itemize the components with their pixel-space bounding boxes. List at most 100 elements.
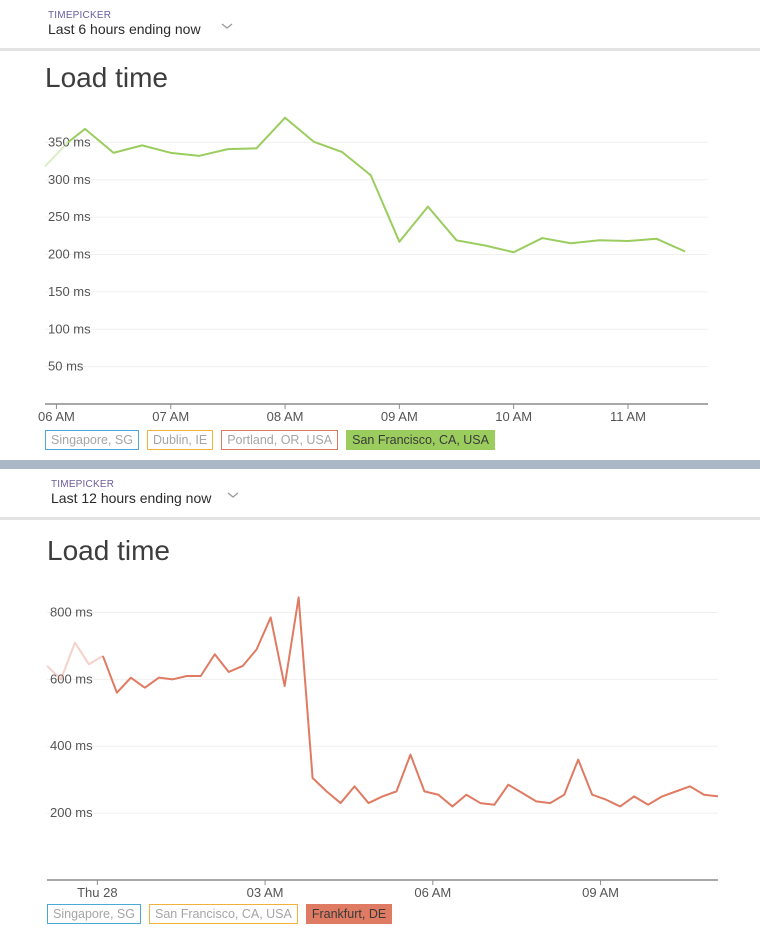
data-point[interactable] — [142, 685, 148, 691]
data-point[interactable] — [393, 788, 399, 794]
load-time-panel-12h: TIMEPICKER Last 12 hours ending now Load… — [0, 469, 760, 932]
data-point[interactable] — [282, 683, 288, 689]
data-point[interactable] — [111, 150, 117, 156]
data-point[interactable] — [65, 139, 71, 145]
data-point[interactable] — [533, 798, 539, 804]
data-point[interactable] — [435, 792, 441, 798]
data-point[interactable] — [425, 204, 431, 210]
data-point[interactable] — [715, 793, 721, 799]
data-point[interactable] — [226, 669, 232, 675]
data-point[interactable] — [72, 640, 78, 646]
data-point[interactable] — [58, 676, 64, 682]
data-point[interactable] — [463, 792, 469, 798]
data-point[interactable] — [86, 661, 92, 667]
y-tick-label: 250 ms — [48, 209, 91, 224]
data-point[interactable] — [568, 240, 574, 246]
data-point[interactable] — [561, 792, 567, 798]
data-point[interactable] — [539, 235, 545, 241]
data-point[interactable] — [100, 653, 106, 659]
data-point[interactable] — [225, 146, 231, 152]
data-point[interactable] — [184, 673, 190, 679]
data-point[interactable] — [128, 675, 134, 681]
data-point[interactable] — [310, 775, 316, 781]
data-point[interactable] — [324, 788, 330, 794]
data-point[interactable] — [511, 249, 517, 255]
x-tick-label: 06 AM — [414, 885, 451, 900]
data-point[interactable] — [366, 800, 372, 806]
data-point[interactable] — [338, 800, 344, 806]
data-point[interactable] — [254, 646, 260, 652]
timepicker[interactable]: TIMEPICKER Last 6 hours ending now — [0, 0, 760, 51]
y-tick-label: 300 ms — [48, 172, 91, 187]
data-point[interactable] — [296, 594, 302, 600]
data-point[interactable] — [482, 243, 488, 249]
data-point[interactable] — [407, 752, 413, 758]
data-point[interactable] — [449, 803, 455, 809]
data-point[interactable] — [198, 673, 204, 679]
data-point[interactable] — [701, 792, 707, 798]
data-point[interactable] — [589, 792, 595, 798]
timepicker-label: TIMEPICKER — [51, 479, 115, 490]
data-point[interactable] — [491, 802, 497, 808]
data-point[interactable] — [282, 115, 288, 121]
data-point[interactable] — [477, 800, 483, 806]
chevron-down-icon[interactable] — [226, 488, 240, 502]
data-point[interactable] — [240, 663, 246, 669]
data-point[interactable] — [156, 675, 162, 681]
data-point[interactable] — [631, 793, 637, 799]
legend-item[interactable]: San Francisco, CA, USA — [149, 904, 298, 924]
chart-legend: Singapore, SG Dublin, IE Portland, OR, USA… — [45, 430, 495, 450]
data-point[interactable] — [547, 800, 553, 806]
data-point[interactable] — [421, 788, 427, 794]
data-point[interactable] — [253, 145, 259, 151]
chart-title: Load time — [45, 62, 168, 93]
data-point[interactable] — [645, 802, 651, 808]
x-tick-label: 06 AM — [38, 409, 75, 424]
data-point[interactable] — [396, 239, 402, 245]
data-point[interactable] — [659, 793, 665, 799]
x-tick-label: 11 AM — [610, 409, 646, 424]
legend-item[interactable]: Singapore, SG — [45, 430, 139, 450]
data-point[interactable] — [617, 803, 623, 809]
data-point[interactable] — [170, 676, 176, 682]
series-line[interactable] — [101, 596, 719, 808]
data-point[interactable] — [519, 790, 525, 796]
data-point[interactable] — [139, 142, 145, 148]
data-point[interactable] — [682, 249, 688, 255]
data-point[interactable] — [339, 149, 345, 155]
legend-item[interactable]: Dublin, IE — [147, 430, 214, 450]
series-line-faded — [46, 641, 104, 681]
data-point[interactable] — [268, 614, 274, 620]
legend-item[interactable]: Portland, OR, USA — [221, 430, 339, 450]
data-point[interactable] — [352, 783, 358, 789]
data-point[interactable] — [196, 153, 202, 159]
data-point[interactable] — [168, 150, 174, 156]
data-point[interactable] — [654, 236, 660, 242]
x-tick-label: 07 AM — [152, 409, 189, 424]
legend-item[interactable]: Singapore, SG — [47, 904, 141, 924]
x-tick-label: Thu 28 — [77, 885, 117, 900]
data-point[interactable] — [82, 126, 88, 132]
data-point[interactable] — [114, 690, 120, 696]
data-point[interactable] — [212, 651, 218, 657]
data-point[interactable] — [603, 797, 609, 803]
data-point[interactable] — [454, 237, 460, 243]
data-point[interactable] — [505, 782, 511, 788]
data-point[interactable] — [311, 139, 317, 145]
data-point[interactable] — [625, 238, 631, 244]
series-line[interactable] — [67, 116, 686, 254]
data-point[interactable] — [368, 172, 374, 178]
data-point[interactable] — [596, 237, 602, 243]
data-point[interactable] — [44, 663, 50, 669]
data-point[interactable] — [575, 757, 581, 763]
legend-item[interactable]: Frankfurt, DE — [305, 904, 393, 924]
data-point[interactable] — [380, 793, 386, 799]
legend-item[interactable]: San Francisco, CA, USA — [346, 430, 495, 450]
y-tick-label: 200 ms — [48, 247, 91, 262]
data-point[interactable] — [687, 783, 693, 789]
timepicker[interactable]: TIMEPICKER Last 12 hours ending now — [0, 469, 760, 520]
chevron-down-icon[interactable] — [220, 19, 234, 33]
data-point[interactable] — [42, 163, 48, 169]
data-point[interactable] — [673, 788, 679, 794]
